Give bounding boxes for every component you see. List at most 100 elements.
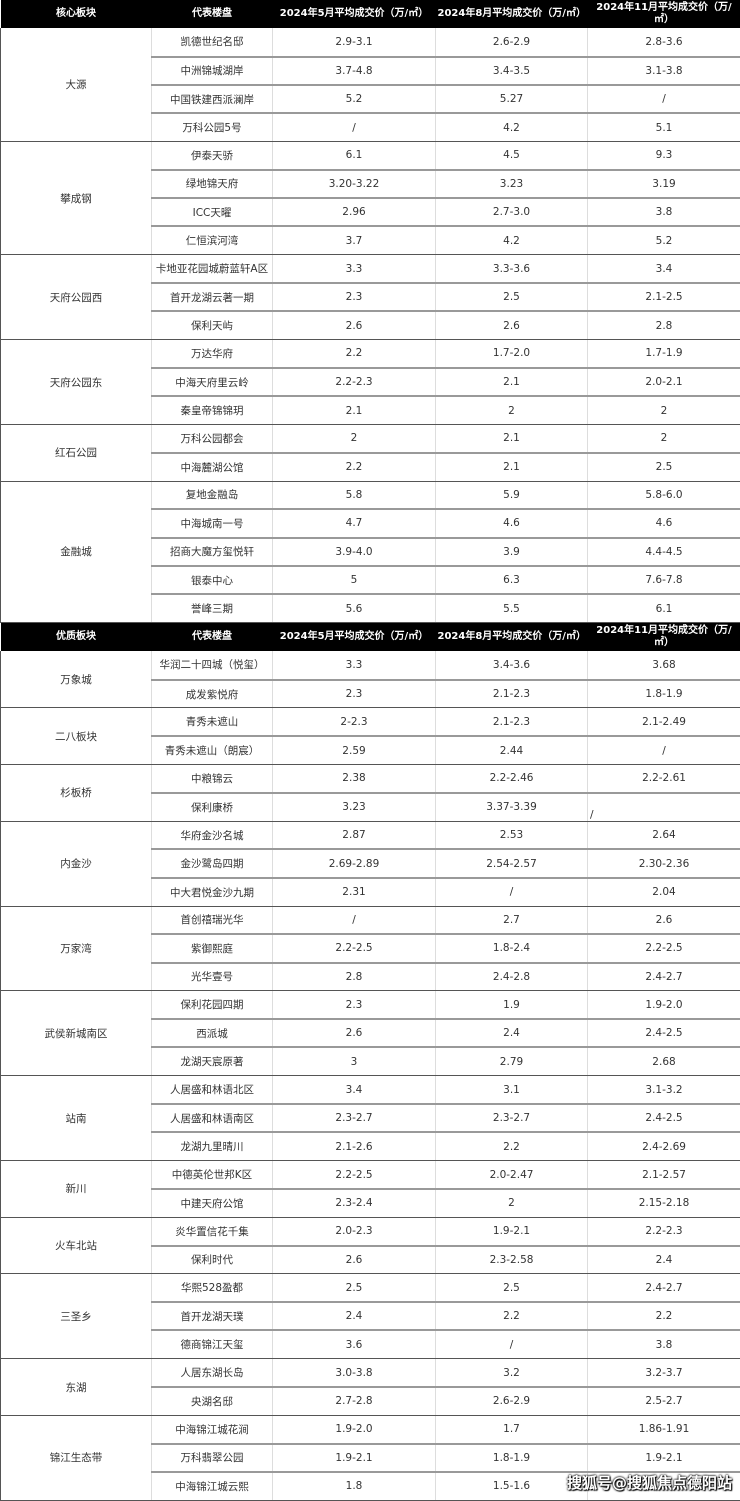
price-cell: 3.2: [436, 1359, 588, 1387]
price-cell: 1.9-2.1: [436, 1217, 588, 1245]
price-cell: 2.6: [273, 311, 436, 339]
project-name: 龙湖九里晴川: [152, 1132, 273, 1160]
price-cell: 2.59: [273, 736, 436, 764]
price-cell: 1.9: [436, 991, 588, 1019]
price-cell: 2: [436, 1189, 588, 1217]
project-name: ICC天曜: [152, 198, 273, 226]
sector-name: 新川: [1, 1161, 152, 1218]
price-cell: 2.3: [273, 680, 436, 708]
project-name: 保利花园四期: [152, 991, 273, 1019]
price-cell: 3.1-3.8: [588, 57, 740, 85]
price-cell: 3.4-3.5: [436, 57, 588, 85]
sector-name: 火车北站: [1, 1217, 152, 1274]
price-cell: 3.3-3.6: [436, 255, 588, 283]
price-cell: 2.79: [436, 1047, 588, 1075]
project-name: 保利天屿: [152, 311, 273, 339]
price-cell: /: [588, 736, 740, 764]
price-cell: 5: [273, 566, 436, 594]
price-cell: 3.68: [588, 651, 740, 679]
price-cell: 2.44: [436, 736, 588, 764]
project-name: 西派城: [152, 1019, 273, 1047]
price-cell: 5.2: [273, 85, 436, 113]
price-cell: 2.31: [273, 878, 436, 906]
project-name: 光华壹号: [152, 963, 273, 991]
sector-name: 锦江生态带: [1, 1415, 152, 1500]
project-name: 绿地锦天府: [152, 170, 273, 198]
price-cell: 2.2: [273, 453, 436, 481]
project-name: 中海城南一号: [152, 509, 273, 537]
price-cell: 2: [588, 424, 740, 452]
project-name: 首创禧瑞光华: [152, 906, 273, 934]
price-cell: 2.2-2.46: [436, 765, 588, 793]
price-cell: 2.3-2.7: [436, 1104, 588, 1132]
price-cell: 5.27: [436, 85, 588, 113]
price-cell: 5.9: [436, 481, 588, 509]
price-cell: 2.1-2.3: [436, 708, 588, 736]
price-cell: 2.1: [273, 396, 436, 424]
price-cell: 2.7-3.0: [436, 198, 588, 226]
price-cell: 2.6: [436, 311, 588, 339]
watermark: 搜狐号@搜狐焦点德阳站: [567, 1472, 732, 1493]
price-cell: 2.6-2.9: [436, 28, 588, 56]
project-name: 万科公园都会: [152, 424, 273, 452]
price-cell: 4.7: [273, 509, 436, 537]
sector-name: 二八板块: [1, 708, 152, 765]
project-name: 首开龙湖云著一期: [152, 283, 273, 311]
sector-name: 大源: [1, 28, 152, 141]
sector-name: 杉板桥: [1, 765, 152, 822]
price-cell: 9.3: [588, 141, 740, 169]
price-cell: 2.3-2.4: [273, 1189, 436, 1217]
project-name: 中建天府公馆: [152, 1189, 273, 1217]
price-cell: 1.9-2.1: [588, 1444, 740, 1472]
price-cell: 2.4-2.5: [588, 1019, 740, 1047]
sector-name: 站南: [1, 1076, 152, 1161]
project-name: 紫御熙庭: [152, 934, 273, 962]
price-cell: 6.1: [273, 141, 436, 169]
price-cell: 1.8-1.9: [588, 680, 740, 708]
price-cell: 2.8-3.6: [588, 28, 740, 56]
price-cell: 2.6: [273, 1019, 436, 1047]
price-cell: 5.1: [588, 113, 740, 141]
price-cell: 2.2-2.61: [588, 765, 740, 793]
project-name: 万科公园5号: [152, 113, 273, 141]
price-cell: 1.86-1.91: [588, 1415, 740, 1443]
price-cell: 2.5: [588, 453, 740, 481]
price-cell: 3.1: [436, 1076, 588, 1104]
price-cell: 1.7: [436, 1415, 588, 1443]
project-name: 华府金沙名城: [152, 821, 273, 849]
project-name: 秦皇帝锦锦玥: [152, 396, 273, 424]
project-name: 中海锦江城云熙: [152, 1472, 273, 1500]
column-header: 优质板块: [1, 623, 152, 651]
price-cell: 3.23: [273, 793, 436, 821]
price-cell: 2.4-2.8: [436, 963, 588, 991]
price-cell: 2.2: [588, 1302, 740, 1330]
price-cell: 2.2-2.3: [273, 368, 436, 396]
price-cell: 2.0-2.47: [436, 1161, 588, 1189]
project-name: 华熙528盈都: [152, 1274, 273, 1302]
price-cell: 7.6-7.8: [588, 566, 740, 594]
price-cell: 2.2-2.5: [588, 934, 740, 962]
price-cell: /: [436, 878, 588, 906]
price-cell: 2.6-2.9: [436, 1387, 588, 1415]
price-cell: 2.1-2.6: [273, 1132, 436, 1160]
price-cell: 2.8: [588, 311, 740, 339]
price-cell: 2: [273, 424, 436, 452]
price-cell: 2.4-2.7: [588, 1274, 740, 1302]
project-name: 伊泰天骄: [152, 141, 273, 169]
price-cell: 3.8: [588, 198, 740, 226]
price-cell: 2.1: [436, 368, 588, 396]
project-name: 中德英伦世邦K区: [152, 1161, 273, 1189]
price-cell: 2.4: [588, 1246, 740, 1274]
price-cell: 6.3: [436, 566, 588, 594]
price-cell: 2.4-2.5: [588, 1104, 740, 1132]
